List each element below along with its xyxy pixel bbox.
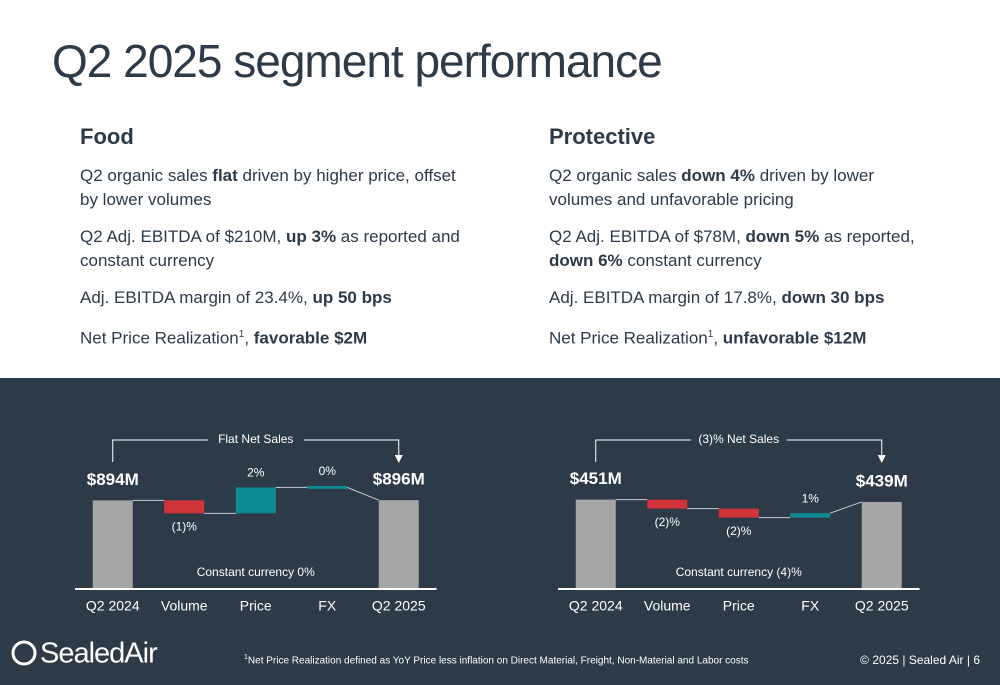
arrow-head [394,455,403,463]
copyright: © 2025 | Sealed Air | 6 [860,653,980,667]
note: Constant currency 0% [197,565,315,579]
connector [830,501,862,514]
category-label: Q2 2024 [86,598,140,614]
text: Net Price Realization [80,328,239,348]
bold-text: flat [212,166,238,185]
bar [647,499,688,509]
bold-text: down 5% [745,227,820,246]
text: Adj. EBITDA margin of 17.8%, [549,288,782,307]
bracket [595,439,883,462]
bar [790,513,831,518]
food-section: Food Q2 organic sales flat driven by high… [80,124,475,364]
text: as reported, [819,227,915,246]
text: Q2 Adj. EBITDA of $78M, [549,227,746,246]
bullet: Adj. EBITDA margin of 17.8%, down 30 bps [549,286,934,310]
category-label: FX [318,598,337,614]
text: Q2 Adj. EBITDA of $210M, [80,227,286,246]
bullet: Q2 organic sales flat driven by higher p… [80,164,475,212]
bold-text: down 6% [549,251,623,270]
bold-text: favorable $2M [253,328,368,348]
text: driven by higher price, offset by lower … [80,166,456,209]
superscript: 1 [244,654,248,661]
bar [575,499,616,588]
category-label: Q2 2024 [569,598,623,614]
category-label: Volume [644,598,691,614]
bracket [112,439,400,462]
superscript: 1 [238,329,245,340]
section-heading: Protective [549,124,656,149]
logo-icon [11,640,37,666]
category-label: Q2 2025 [855,598,909,614]
text: , [713,328,723,348]
bar [235,487,276,514]
bold-text: down 4% [681,166,755,185]
value-label: $894M [87,470,139,489]
text: , [244,328,254,348]
bar [307,485,348,489]
bullet: Net Price Realization1, favorable $2M [80,323,475,351]
panel-bg [0,378,1000,685]
bullet: Q2 organic sales down 4% driven by lower… [549,164,934,212]
connector [347,486,379,501]
category-label: Q2 2025 [372,598,426,614]
bullet: Adj. EBITDA margin of 23.4%, up 50 bps [80,286,475,310]
bold-text: unfavorable $12M [722,328,867,348]
note: Constant currency (4)% [676,565,802,579]
category-label: Price [240,598,272,614]
value-label: (2)% [726,524,752,538]
bar [378,500,419,588]
value-label: 1% [802,491,820,505]
bullet: Q2 Adj. EBITDA of $210M, up 3% as report… [80,225,475,273]
value-label: 0% [319,464,337,478]
bullet: Q2 Adj. EBITDA of $78M, down 5% as repor… [549,225,934,273]
category-label: Price [723,598,755,614]
bullet: Net Price Realization1, unfavorable $12M [549,323,934,351]
text: Adj. EBITDA margin of 23.4%, [80,288,313,307]
arrow-head [877,455,886,463]
bar [164,500,205,514]
text: driven by lower volumes and unfavorable … [549,166,875,209]
bar [718,508,759,518]
slide-title: Q2 2025 segment performance [52,35,663,87]
bold-text: up 50 bps [312,288,392,307]
logo: SealedAir [40,638,158,670]
text: Q2 organic sales [80,166,213,185]
text: as reported and constant currency [80,227,460,270]
text: Net Price Realization [549,328,708,348]
superscript: 1 [707,329,714,340]
value-label: 2% [247,466,265,480]
value-label: $896M [373,470,425,489]
category-label: Volume [161,598,208,614]
bracket-label: (3)% Net Sales [698,432,779,446]
text: Q2 organic sales [549,166,682,185]
bar [92,500,133,588]
text: Net Price Realization defined as YoY Pri… [247,655,749,667]
category-label: FX [801,598,820,614]
value-label: (1)% [172,520,198,534]
value-label: (2)% [655,515,681,529]
footnote: 1Net Price Realization defined as YoY Pr… [244,654,749,666]
text: constant currency [622,251,762,270]
bar [861,501,902,588]
section-heading: Food [80,124,134,149]
value-label: $439M [856,471,908,490]
bracket-label: Flat Net Sales [218,432,293,446]
bold-text: up 3% [286,227,337,246]
bold-text: down 30 bps [781,288,885,307]
value-label: $451M [570,469,622,488]
protective-section: Protective Q2 organic sales down 4% drive… [549,124,934,364]
